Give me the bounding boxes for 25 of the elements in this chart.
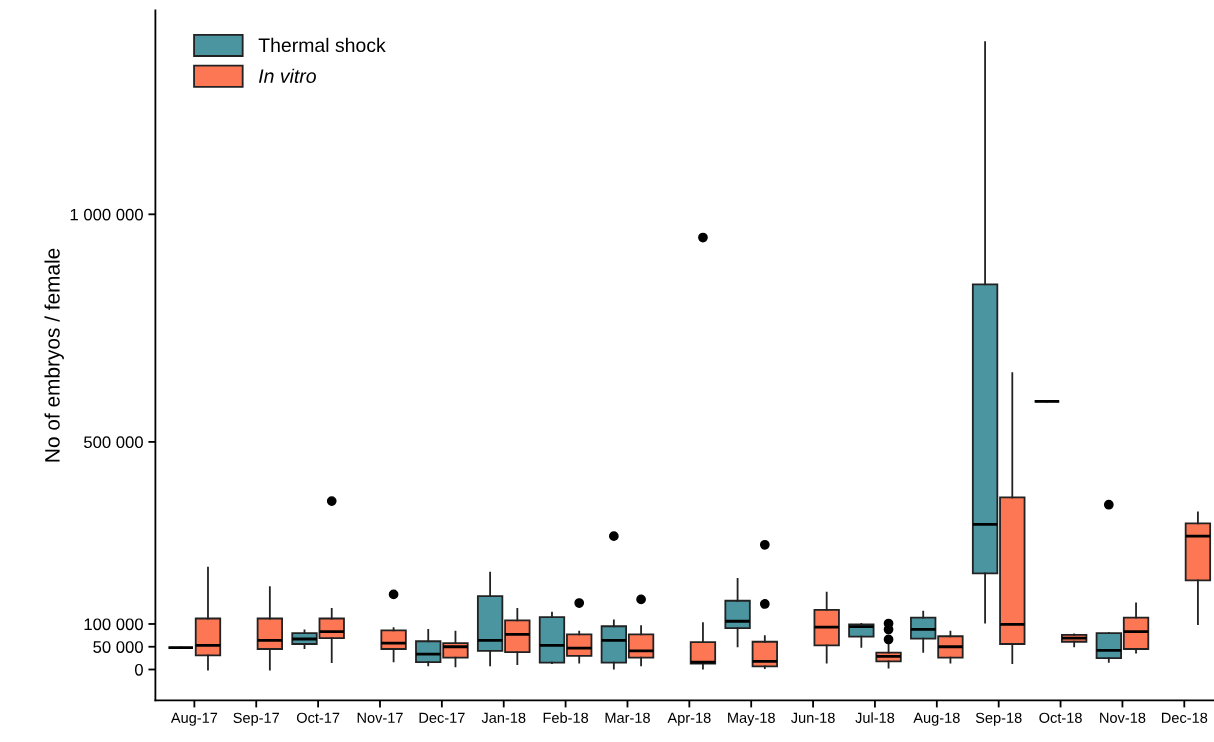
x-tick-label: Aug-18 xyxy=(913,712,960,726)
x-tick-label: Jul-18 xyxy=(855,712,895,723)
x-tick-label: Nov-18 xyxy=(1100,712,1146,723)
x-tick-label: Dec-17 xyxy=(419,712,465,723)
x-tick-label: Nov-17 xyxy=(357,712,403,723)
legend-label: Thermal shock xyxy=(258,37,386,53)
x-tick-label: Jan-18 xyxy=(481,712,526,723)
x-tick-label: Jun-18 xyxy=(791,712,835,723)
x-tick-label: Dec-18 xyxy=(1161,712,1208,723)
x-tick-label: Apr-18 xyxy=(667,712,711,726)
y-tick-label: 100 000 xyxy=(84,618,143,631)
y-axis-title: No of embryos / female xyxy=(44,248,64,462)
y-tick-label: 50 000 xyxy=(93,641,143,653)
y-tick-label: 0 xyxy=(134,663,143,676)
y-tick-label: 1 000 000 xyxy=(70,208,143,221)
x-tick-label: Oct-18 xyxy=(1039,712,1082,723)
x-tick-label: May-18 xyxy=(728,712,775,726)
x-tick-label: Feb-18 xyxy=(543,712,589,723)
x-tick-label: Aug-17 xyxy=(170,712,218,726)
legend-label: In vitro xyxy=(259,68,316,84)
y-tick-label: 500 000 xyxy=(84,436,143,449)
x-tick-label: Mar-18 xyxy=(605,712,650,723)
x-tick-label: Sep-18 xyxy=(975,712,1022,726)
x-tick-label: Oct-17 xyxy=(296,712,340,723)
x-tick-label: Sep-17 xyxy=(233,712,280,726)
